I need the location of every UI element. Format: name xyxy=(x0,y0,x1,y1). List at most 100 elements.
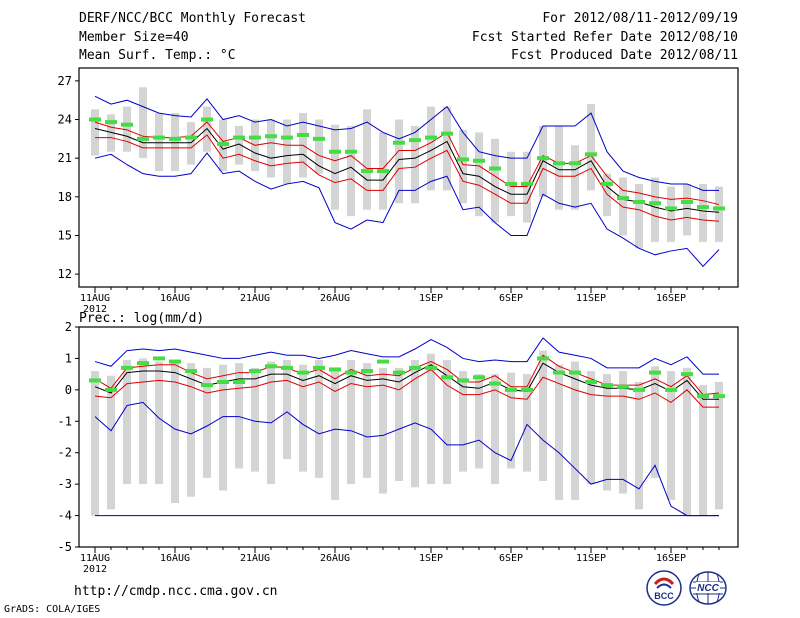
median-dash xyxy=(633,387,645,392)
y-tick-label: -1 xyxy=(58,414,72,428)
median-dash xyxy=(569,370,581,375)
median-dash xyxy=(585,152,597,157)
x-tick-label: 11SEP xyxy=(576,293,606,304)
bcc-logo: BCC xyxy=(646,570,682,606)
range-box xyxy=(715,382,723,510)
ncc-logo: NCC xyxy=(689,571,727,605)
median-dash xyxy=(233,135,245,140)
median-dash xyxy=(89,378,101,383)
range-box xyxy=(571,145,579,210)
median-dash xyxy=(217,142,229,147)
median-dash xyxy=(457,157,469,162)
range-box xyxy=(107,114,115,152)
median-dash xyxy=(297,132,309,137)
range-box xyxy=(347,360,355,485)
median-dash xyxy=(393,370,405,375)
median-dash xyxy=(553,370,565,375)
median-dash xyxy=(313,365,325,370)
median-dash xyxy=(201,117,213,122)
median-dash xyxy=(457,378,469,383)
range-box xyxy=(379,367,387,494)
y-tick-label: -5 xyxy=(58,540,72,554)
range-box xyxy=(411,125,419,204)
median-dash xyxy=(425,365,437,370)
median-dash xyxy=(249,135,261,140)
range-box xyxy=(123,360,131,485)
range-box xyxy=(603,374,611,491)
median-dash xyxy=(665,387,677,392)
median-dash xyxy=(249,369,261,373)
median-dash xyxy=(617,196,629,201)
range-box xyxy=(331,124,339,210)
range-box xyxy=(139,358,147,485)
median-dash xyxy=(473,375,485,380)
chart-title: DERF/NCC/BCC Monthly Forecast xyxy=(79,11,306,26)
plot-frame xyxy=(78,67,739,288)
median-dash xyxy=(633,199,645,204)
range-box xyxy=(555,364,563,500)
median-dash xyxy=(617,384,629,389)
median-dash xyxy=(665,206,677,211)
range-box xyxy=(507,372,515,469)
median-dash xyxy=(313,136,325,141)
range-box xyxy=(651,177,659,242)
median-dash xyxy=(105,387,117,392)
median-dash xyxy=(185,369,197,373)
x-tick-label: 6SEP xyxy=(499,553,523,564)
range-box xyxy=(443,360,451,485)
source-url[interactable]: http://cmdp.ncc.cma.gov.cn xyxy=(74,584,278,599)
bcc-logo-text: BCC xyxy=(654,591,674,601)
range-box xyxy=(587,371,595,485)
y-tick-label: -3 xyxy=(58,477,72,491)
range-box xyxy=(235,125,243,165)
chart-panel-2: -5 -4 -3 -2 -1 0 1 2 11AUG 16AUG 21AUG 26AUG 1SEP 6SE… xyxy=(58,320,739,575)
median-dash xyxy=(169,136,181,141)
range-box xyxy=(667,371,675,500)
y-tick-label: 0 xyxy=(65,383,72,397)
forecast-period: For 2012/08/11-2012/09/19 xyxy=(542,11,738,26)
range-box xyxy=(395,367,403,481)
ensemble-max-line xyxy=(94,337,719,375)
range-box xyxy=(283,119,291,184)
range-box xyxy=(635,183,643,249)
range-box xyxy=(91,109,99,156)
median-dash xyxy=(537,356,549,361)
range-box xyxy=(443,106,451,191)
median-dash xyxy=(409,365,421,370)
range-box xyxy=(683,183,691,236)
range-box xyxy=(491,138,499,223)
range-box xyxy=(155,361,163,485)
range-box xyxy=(155,113,163,172)
y-tick-label: 12 xyxy=(58,267,72,281)
range-box xyxy=(491,374,499,485)
range-box xyxy=(363,363,371,478)
year-label: 2012 xyxy=(83,564,107,575)
median-dash xyxy=(121,122,133,127)
mean-minus-sd-line xyxy=(94,368,719,408)
median-dash xyxy=(377,169,389,174)
variable-label: Mean Surf. Temp.: °C xyxy=(79,48,236,63)
range-box xyxy=(699,183,707,242)
x-tick-label: 26AUG xyxy=(320,553,350,564)
ensemble-min-line xyxy=(94,152,720,268)
ensemble-min-line xyxy=(94,401,719,517)
x-tick-label: 11AUG xyxy=(80,293,110,304)
range-box xyxy=(395,119,403,204)
member-size-label: Member Size=40 xyxy=(79,30,189,45)
x-tick-label: 11SEP xyxy=(576,553,606,564)
median-dash xyxy=(505,181,517,186)
range-box xyxy=(171,113,179,172)
range-box xyxy=(459,371,467,472)
range-box xyxy=(219,364,227,491)
x-tick-label: 1SEP xyxy=(419,553,443,564)
y-tick-label: 2 xyxy=(65,320,72,334)
range-box xyxy=(267,119,275,178)
median-dash xyxy=(569,161,581,166)
y-tick-label: 1 xyxy=(65,351,72,365)
median-dash xyxy=(233,380,245,384)
median-dash xyxy=(137,361,149,366)
median-dash xyxy=(425,135,437,140)
median-dash xyxy=(217,380,229,384)
y-tick-label: 24 xyxy=(58,113,72,127)
ensemble-mean-line xyxy=(94,362,719,400)
